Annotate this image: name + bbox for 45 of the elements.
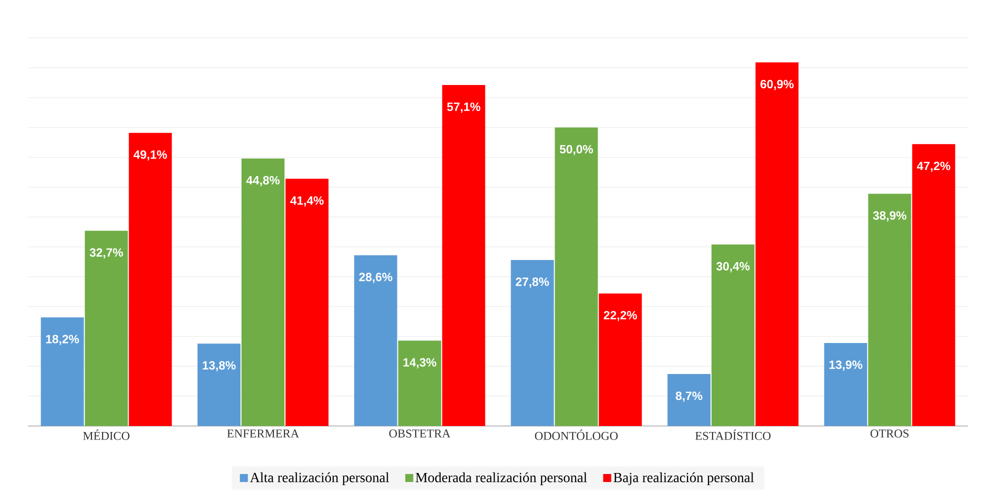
- bar: [712, 244, 755, 426]
- bar: [912, 144, 956, 426]
- bar: [128, 132, 172, 426]
- bar: [554, 127, 598, 426]
- x-tick-label: ODONTÓLOGO: [534, 430, 618, 440]
- bar: [398, 340, 442, 426]
- data-label: 13,8%: [202, 361, 236, 372]
- bar: [510, 260, 554, 426]
- bar: [286, 178, 329, 426]
- data-label: 22,2%: [604, 310, 637, 322]
- data-label: 38,9%: [873, 211, 906, 222]
- legend-label: Moderada realización personal: [416, 472, 587, 486]
- data-label: 41,4%: [290, 196, 324, 206]
- data-label: 49,1%: [134, 150, 167, 161]
- data-label: 47,2%: [916, 162, 950, 172]
- x-tick-label: ESTADÍSTICO: [695, 430, 771, 440]
- bar: [824, 343, 868, 426]
- x-tick-label: OTROS: [870, 430, 909, 438]
- bar: [40, 317, 84, 426]
- bar: [354, 255, 398, 426]
- x-tick-label: MÉDICO: [83, 430, 130, 440]
- bar: [242, 158, 285, 426]
- data-label: 18,2%: [46, 334, 79, 346]
- data-label: 14,3%: [403, 358, 436, 368]
- bar: [868, 194, 912, 426]
- data-label: 32,7%: [90, 248, 123, 258]
- x-tick-label: ENFERMERA: [227, 430, 300, 438]
- data-label: 60,9%: [760, 80, 794, 90]
- bar: [84, 230, 128, 426]
- bar: [756, 62, 799, 426]
- data-label: 28,6%: [359, 272, 392, 283]
- data-label: 57,1%: [447, 102, 480, 113]
- bar: [198, 344, 241, 426]
- legend-label: Alta realización personal: [250, 472, 390, 486]
- data-label: 27,8%: [516, 278, 549, 288]
- x-tick-label: OBSTETRA: [389, 430, 450, 438]
- data-label: 30,4%: [716, 262, 750, 272]
- data-label: 44,8%: [246, 176, 280, 186]
- data-label: 50,0%: [560, 144, 593, 156]
- bar: [668, 374, 711, 426]
- legend-label: Baja realización personal: [614, 472, 754, 486]
- data-label: 8,7%: [676, 392, 702, 402]
- bar: [598, 293, 642, 426]
- data-label: 13,9%: [829, 360, 862, 371]
- bar: [442, 85, 486, 426]
